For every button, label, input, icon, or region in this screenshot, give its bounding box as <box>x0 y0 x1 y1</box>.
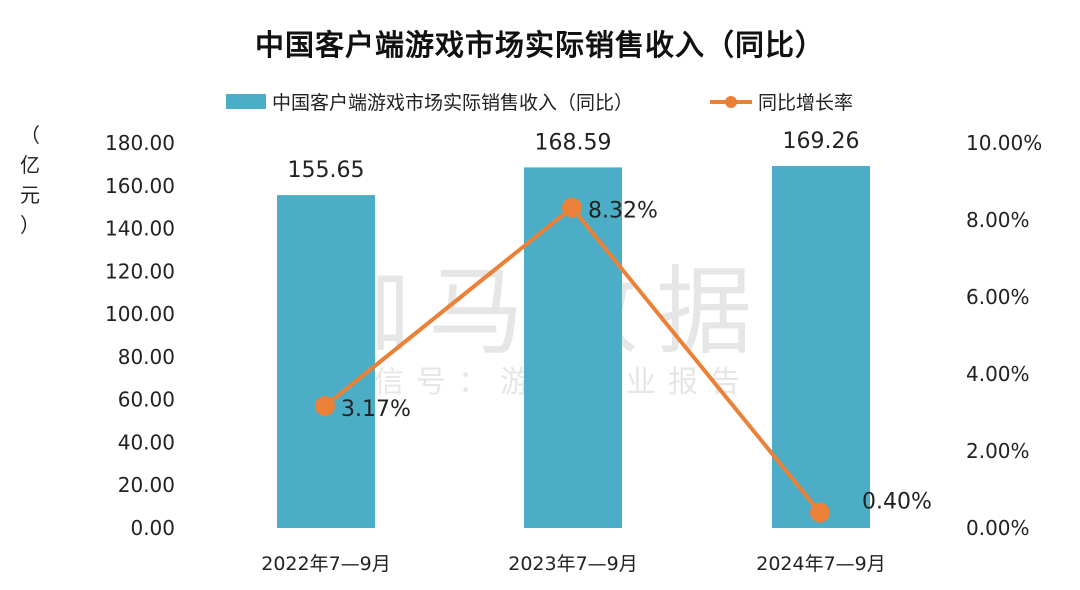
left-tick-label: 20.00 <box>118 473 175 497</box>
left-tick-label: 80.00 <box>118 345 175 369</box>
right-tick-label: 2.00% <box>966 439 1030 463</box>
bar-2 <box>524 167 622 528</box>
chart-title: 中国客户端游戏市场实际销售收入（同比） <box>254 28 825 62</box>
bar-3 <box>772 165 870 528</box>
category-label-2: 2023年7—9月 <box>508 553 638 575</box>
left-tick-label: 160.00 <box>105 174 175 198</box>
bar-1 <box>277 195 375 528</box>
left-tick-label: 60.00 <box>118 388 175 412</box>
legend-swatch-line <box>710 94 752 109</box>
growth-label-1: 3.17% <box>341 397 411 422</box>
legend-item-growth: 同比增长率 <box>710 88 853 115</box>
growth-point-2 <box>562 197 582 218</box>
legend-item-revenue: 中国客户端游戏市场实际销售收入（同比） <box>226 88 633 115</box>
category-label-1: 2022年7—9月 <box>261 553 391 575</box>
growth-label-3: 0.40% <box>862 490 932 515</box>
growth-point-1 <box>315 395 335 416</box>
legend-label-revenue: 中国客户端游戏市场实际销售收入（同比） <box>272 92 634 114</box>
right-tick-label: 4.00% <box>966 362 1030 386</box>
right-tick-label: 6.00% <box>966 285 1030 309</box>
left-axis-unit-label: （ 亿 元 ） <box>20 123 40 237</box>
left-tick-label: 140.00 <box>105 217 175 241</box>
bar-value-label-2: 168.59 <box>535 130 612 155</box>
left-tick-label: 0.00 <box>130 516 175 540</box>
growth-label-2: 8.32% <box>588 199 658 224</box>
left-tick-label: 180.00 <box>105 131 175 155</box>
bar-value-label-3: 169.26 <box>783 129 860 154</box>
left-tick-label: 120.00 <box>105 259 175 283</box>
category-label-3: 2024年7—9月 <box>756 553 886 575</box>
right-tick-label: 0.00% <box>966 516 1030 540</box>
left-tick-label: 40.00 <box>118 430 175 454</box>
right-tick-label: 8.00% <box>966 208 1030 232</box>
legend: 中国客户端游戏市场实际销售收入（同比） 同比增长率 <box>0 88 1080 116</box>
legend-swatch-bar <box>226 94 266 109</box>
right-tick-label: 10.00% <box>966 131 1042 155</box>
left-tick-label: 100.00 <box>105 302 175 326</box>
growth-point-3 <box>810 502 830 523</box>
bar-value-label-1: 155.65 <box>288 158 365 183</box>
legend-label-growth: 同比增长率 <box>758 92 854 114</box>
